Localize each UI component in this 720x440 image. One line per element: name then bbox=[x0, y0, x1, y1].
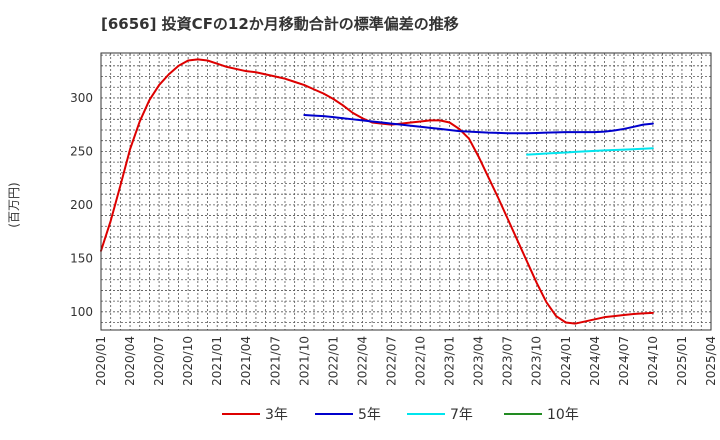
y-tick-label: 300 bbox=[70, 91, 93, 105]
legend-label: 5年 bbox=[358, 407, 381, 423]
x-tick-label: 2020/07 bbox=[152, 336, 166, 386]
x-tick-label: 2020/04 bbox=[123, 336, 137, 386]
x-tick-label: 2023/10 bbox=[530, 336, 544, 386]
x-tick-label: 2023/01 bbox=[443, 336, 457, 386]
x-tick-label: 2021/04 bbox=[239, 336, 253, 386]
x-tick-label: 2022/04 bbox=[355, 336, 369, 386]
legend-label: 3年 bbox=[265, 407, 288, 423]
grid bbox=[101, 53, 711, 330]
legend-label: 7年 bbox=[450, 407, 473, 423]
x-tick-label: 2021/07 bbox=[268, 336, 282, 386]
x-tick-label: 2024/04 bbox=[588, 336, 602, 386]
x-tick-label: 2022/07 bbox=[384, 336, 398, 386]
series-line bbox=[303, 114, 654, 135]
x-tick-label: 2023/07 bbox=[501, 336, 515, 386]
x-tick-label: 2021/10 bbox=[297, 336, 311, 386]
x-tick-label: 2023/04 bbox=[472, 336, 486, 386]
y-tick-label: 100 bbox=[70, 305, 93, 319]
y-tick-label: 250 bbox=[70, 144, 93, 158]
x-tick-label: 2024/07 bbox=[617, 336, 631, 386]
x-tick-label: 2021/01 bbox=[210, 336, 224, 386]
y-tick-label: 150 bbox=[70, 251, 93, 265]
y-tick-label: 200 bbox=[70, 198, 93, 212]
x-tick-label: 2024/10 bbox=[646, 336, 660, 386]
y-tick-labels: 100 150 200 250 300 bbox=[70, 91, 93, 319]
chart-title: [6656] 投資CFの12か月移動合計の標準偏差の推移 bbox=[101, 15, 459, 33]
x-tick-label: 2020/01 bbox=[94, 336, 108, 386]
x-tick-label: 2020/10 bbox=[181, 336, 195, 386]
y-axis-label: (百万円) bbox=[7, 182, 21, 227]
legend: 3年 5年 7年 10年 bbox=[222, 407, 579, 423]
x-tick-labels: 2020/01 2020/04 2020/07 2020/10 2021/01 2021/… bbox=[94, 336, 718, 386]
series-line bbox=[526, 147, 654, 156]
x-tick-label: 2024/01 bbox=[559, 336, 573, 386]
series-line bbox=[100, 58, 654, 325]
legend-label: 10年 bbox=[547, 407, 579, 423]
plot-frame bbox=[100, 52, 712, 331]
x-tick-label: 2022/01 bbox=[326, 336, 340, 386]
x-tick-label: 2025/04 bbox=[704, 336, 718, 386]
series-lines bbox=[100, 58, 654, 325]
x-tick-label: 2025/01 bbox=[675, 336, 689, 386]
x-tick-label: 2022/10 bbox=[414, 336, 428, 386]
